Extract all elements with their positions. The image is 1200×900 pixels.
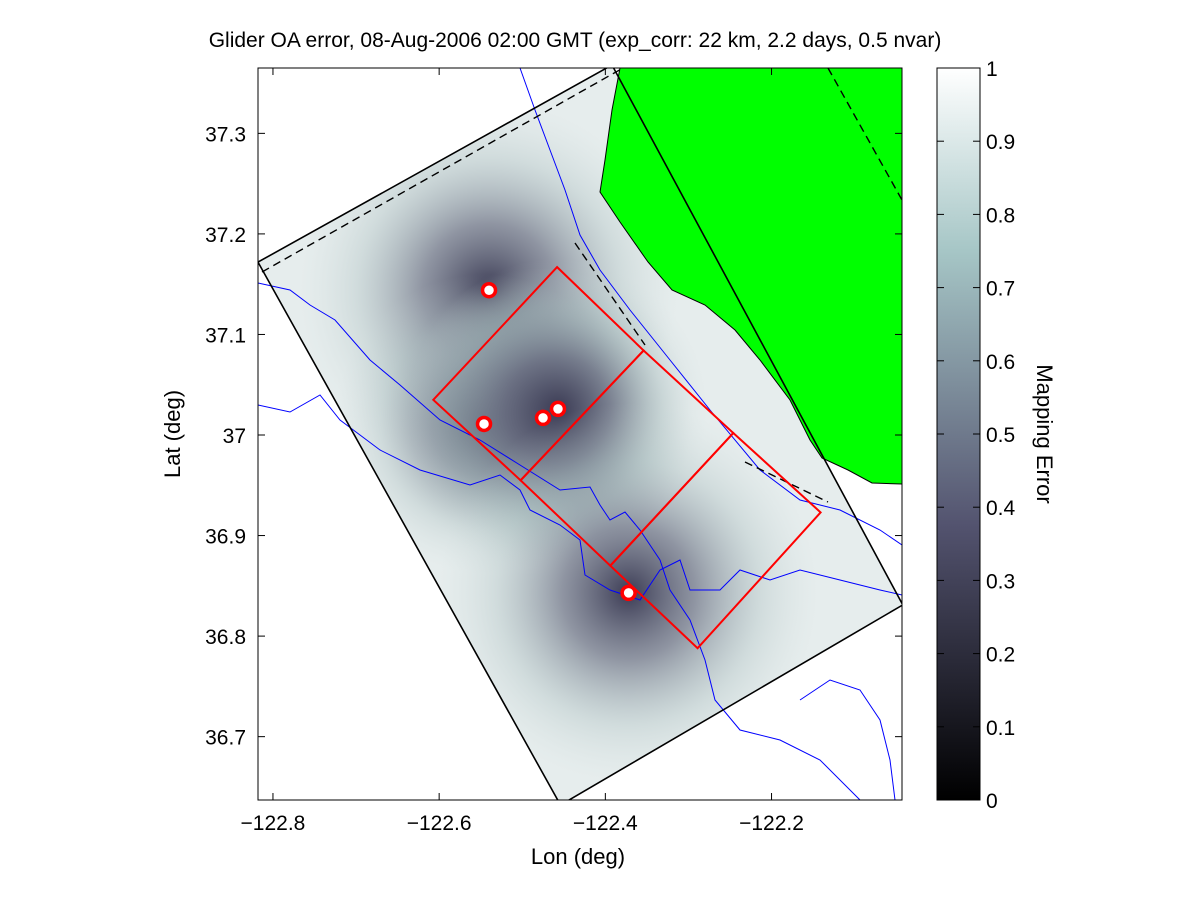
colorbar-label: Mapping Error — [1032, 364, 1057, 503]
domain-boundary — [258, 68, 902, 800]
colorbar-tick-label: 0.6 — [986, 351, 1015, 374]
y-tick-label: 36.9 — [205, 526, 246, 549]
colorbar-tick-label: 0.7 — [986, 278, 1015, 301]
y-tick-label: 37.2 — [205, 224, 246, 247]
y-axis: 37.3 37.2 37.1 37 36.9 36.8 36.7 — [205, 123, 902, 750]
coastlines — [258, 68, 902, 800]
axes-frame — [257, 67, 903, 801]
y-tick-label: 36.8 — [205, 626, 246, 649]
colorbar — [936, 67, 981, 801]
glider-marker — [475, 415, 493, 433]
y-tick-label: 36.7 — [205, 727, 246, 750]
x-tick-label: −122.8 — [241, 812, 306, 835]
x-tick-label: −122.2 — [739, 812, 804, 835]
colorbar-tick-label: 0.1 — [986, 717, 1015, 740]
y-axis-label: Lat (deg) — [160, 390, 185, 478]
glider-marker — [549, 400, 567, 418]
survey-box — [608, 431, 823, 650]
colorbar-tick-label: 0 — [986, 790, 998, 813]
glider-marker — [620, 584, 637, 602]
colorbar-tick-label: 0.2 — [986, 644, 1015, 667]
land-mass — [599, 68, 902, 485]
glider-positions — [475, 281, 637, 602]
x-axis: −122.8 −122.6 −122.4 −122.2 — [241, 68, 804, 835]
y-tick-label: 37 — [223, 425, 246, 448]
colorbar-tick-label: 0.9 — [986, 131, 1015, 154]
colorbar-tick-label: 0.4 — [986, 497, 1016, 520]
chart-title: Glider OA error, 08-Aug-2006 02:00 GMT (… — [209, 29, 942, 52]
colorbar-ticks: 0 0.1 0.2 0.3 0.4 0.5 0.6 0.7 0.8 0.9 1 — [937, 58, 1016, 813]
colorbar-tick-label: 1 — [986, 58, 998, 81]
y-tick-label: 37.1 — [205, 324, 246, 347]
x-tick-label: −122.4 — [573, 812, 638, 835]
colorbar-tick-label: 0.8 — [986, 204, 1015, 227]
colorbar-tick-label: 0.5 — [986, 424, 1015, 447]
x-tick-label: −122.6 — [407, 812, 472, 835]
y-tick-label: 37.3 — [205, 123, 246, 146]
survey-boxes — [431, 265, 823, 650]
plot-area — [258, 68, 902, 800]
glider-marker — [534, 409, 552, 427]
x-axis-label: Lon (deg) — [531, 844, 625, 869]
colorbar-tick-label: 0.3 — [986, 570, 1015, 593]
glider-marker — [480, 281, 498, 299]
